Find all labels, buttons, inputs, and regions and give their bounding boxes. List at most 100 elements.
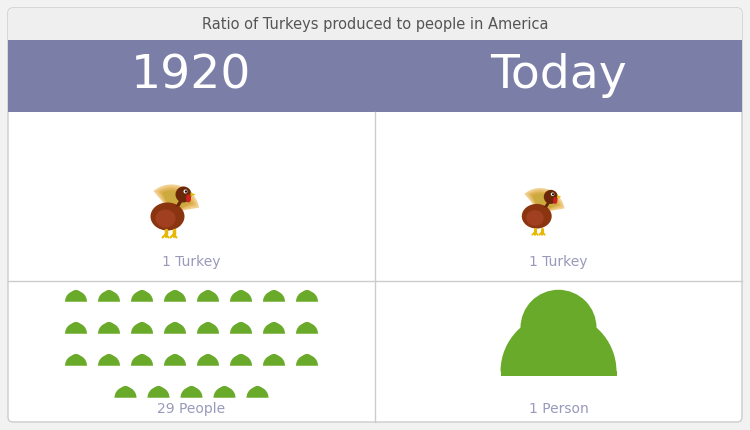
- Wedge shape: [230, 355, 252, 366]
- Circle shape: [70, 354, 82, 365]
- Bar: [500, 372, 616, 376]
- Bar: [131, 334, 153, 335]
- Wedge shape: [230, 323, 252, 334]
- Ellipse shape: [151, 203, 184, 230]
- Circle shape: [170, 290, 181, 301]
- Ellipse shape: [553, 197, 557, 204]
- Wedge shape: [524, 188, 565, 213]
- Wedge shape: [98, 355, 120, 366]
- Circle shape: [136, 354, 148, 365]
- Polygon shape: [190, 193, 196, 197]
- Wedge shape: [164, 355, 186, 366]
- Wedge shape: [164, 291, 186, 302]
- Wedge shape: [296, 355, 318, 366]
- Wedge shape: [181, 387, 203, 398]
- Circle shape: [236, 290, 247, 301]
- Wedge shape: [527, 190, 562, 213]
- Bar: [230, 334, 252, 335]
- Circle shape: [153, 386, 164, 397]
- Wedge shape: [131, 291, 153, 302]
- Circle shape: [236, 322, 247, 333]
- Wedge shape: [197, 291, 219, 302]
- Circle shape: [202, 322, 214, 333]
- Wedge shape: [263, 355, 285, 366]
- Circle shape: [268, 322, 280, 333]
- Wedge shape: [214, 387, 236, 398]
- Wedge shape: [247, 387, 268, 398]
- Circle shape: [70, 290, 82, 301]
- Wedge shape: [296, 323, 318, 334]
- Wedge shape: [115, 387, 136, 398]
- Circle shape: [544, 190, 558, 204]
- Circle shape: [104, 354, 115, 365]
- Wedge shape: [162, 190, 191, 212]
- Bar: [197, 334, 219, 335]
- Text: 1 Person: 1 Person: [529, 402, 588, 416]
- Wedge shape: [65, 355, 87, 366]
- Circle shape: [176, 187, 191, 203]
- Circle shape: [550, 193, 554, 196]
- Bar: [65, 334, 87, 335]
- Bar: [115, 398, 136, 399]
- Circle shape: [236, 354, 247, 365]
- Wedge shape: [131, 355, 153, 366]
- FancyBboxPatch shape: [8, 8, 742, 40]
- Circle shape: [186, 386, 197, 397]
- Ellipse shape: [522, 204, 552, 229]
- Bar: [214, 398, 236, 399]
- Circle shape: [302, 290, 313, 301]
- Bar: [148, 398, 170, 399]
- Circle shape: [136, 290, 148, 301]
- Bar: [8, 40, 742, 112]
- Wedge shape: [65, 323, 87, 334]
- Circle shape: [184, 190, 188, 194]
- Wedge shape: [530, 192, 560, 213]
- Circle shape: [184, 190, 188, 193]
- Bar: [263, 334, 285, 335]
- Circle shape: [302, 322, 313, 333]
- Wedge shape: [98, 291, 120, 302]
- Text: Today: Today: [490, 53, 627, 98]
- Circle shape: [170, 322, 181, 333]
- Bar: [98, 334, 120, 335]
- Wedge shape: [263, 323, 285, 334]
- Polygon shape: [544, 199, 553, 207]
- Wedge shape: [164, 323, 186, 334]
- Bar: [247, 398, 268, 399]
- Circle shape: [136, 322, 148, 333]
- Wedge shape: [263, 291, 285, 302]
- Circle shape: [202, 354, 214, 365]
- Wedge shape: [98, 323, 120, 334]
- Ellipse shape: [526, 210, 544, 226]
- Circle shape: [104, 290, 115, 301]
- Ellipse shape: [186, 194, 191, 203]
- Wedge shape: [157, 187, 196, 212]
- Ellipse shape: [155, 209, 176, 227]
- Wedge shape: [500, 313, 616, 372]
- Polygon shape: [176, 197, 185, 206]
- Text: 29 People: 29 People: [158, 402, 226, 416]
- Circle shape: [520, 290, 596, 366]
- Text: 1 Turkey: 1 Turkey: [162, 255, 220, 269]
- Circle shape: [70, 322, 82, 333]
- Circle shape: [202, 290, 214, 301]
- Bar: [8, 24, 742, 40]
- Wedge shape: [154, 184, 199, 212]
- Circle shape: [219, 386, 230, 397]
- Wedge shape: [230, 291, 252, 302]
- FancyBboxPatch shape: [8, 8, 742, 422]
- Text: 1920: 1920: [131, 53, 252, 98]
- Wedge shape: [160, 188, 194, 212]
- Polygon shape: [557, 195, 562, 199]
- Wedge shape: [148, 387, 170, 398]
- Wedge shape: [131, 323, 153, 334]
- Circle shape: [120, 386, 131, 397]
- Text: 1 Turkey: 1 Turkey: [530, 255, 588, 269]
- Circle shape: [268, 290, 280, 301]
- Wedge shape: [197, 323, 219, 334]
- Text: Ratio of Turkeys produced to people in America: Ratio of Turkeys produced to people in A…: [202, 16, 548, 31]
- Circle shape: [268, 354, 280, 365]
- Bar: [296, 334, 318, 335]
- Circle shape: [252, 386, 263, 397]
- Wedge shape: [65, 291, 87, 302]
